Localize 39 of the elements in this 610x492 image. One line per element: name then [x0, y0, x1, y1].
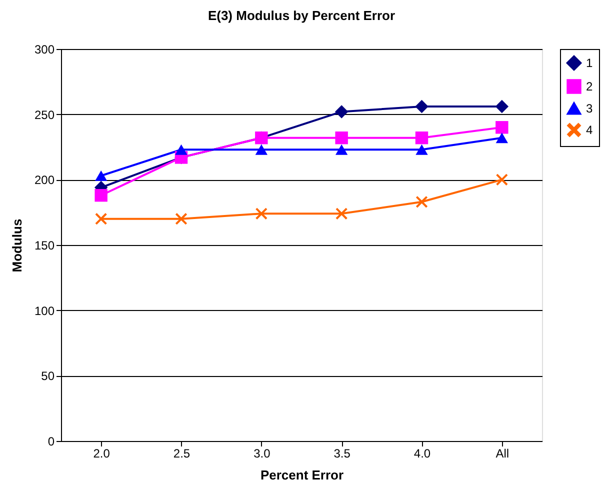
- point: [95, 213, 107, 225]
- chart-title: E(3) Modulus by Percent Error: [208, 8, 396, 23]
- point: [175, 213, 188, 225]
- x-tick-label: 3.0: [254, 446, 271, 460]
- point: [94, 170, 108, 182]
- y-tick-label: 300: [34, 42, 55, 56]
- y-tick-label: 50: [41, 369, 55, 384]
- point: [335, 131, 348, 144]
- point: [416, 196, 428, 208]
- point: [94, 188, 108, 202]
- point: [495, 100, 509, 114]
- legend-label: 4: [586, 123, 593, 137]
- legend-label: 1: [586, 56, 593, 70]
- x-tick-label: 4.0: [414, 446, 431, 460]
- x-tick-label: All: [496, 446, 510, 460]
- point: [335, 144, 348, 155]
- point: [496, 174, 508, 186]
- point: [416, 144, 428, 155]
- point: [255, 144, 268, 155]
- point: [175, 144, 188, 155]
- point: [415, 131, 428, 144]
- y-axis-title: Modulus: [9, 218, 24, 272]
- y-tick-label: 100: [34, 304, 55, 318]
- x-tick-label: 2.0: [93, 446, 110, 460]
- point: [336, 208, 348, 220]
- y-tick-label: 0: [48, 434, 55, 448]
- x-axis-title: Percent Error: [260, 468, 344, 482]
- point: [496, 121, 508, 134]
- legend-label: 2: [586, 80, 593, 94]
- point: [256, 208, 268, 220]
- x-tick-label: 2.5: [173, 446, 190, 460]
- x-tick-label: 3.5: [334, 446, 351, 460]
- y-tick-label: 150: [34, 238, 55, 252]
- point: [334, 105, 348, 118]
- y-tick-label: 200: [34, 173, 55, 188]
- point: [496, 132, 508, 144]
- legend-label: 3: [586, 102, 593, 116]
- point: [415, 100, 428, 114]
- y-tick-label: 250: [34, 108, 55, 122]
